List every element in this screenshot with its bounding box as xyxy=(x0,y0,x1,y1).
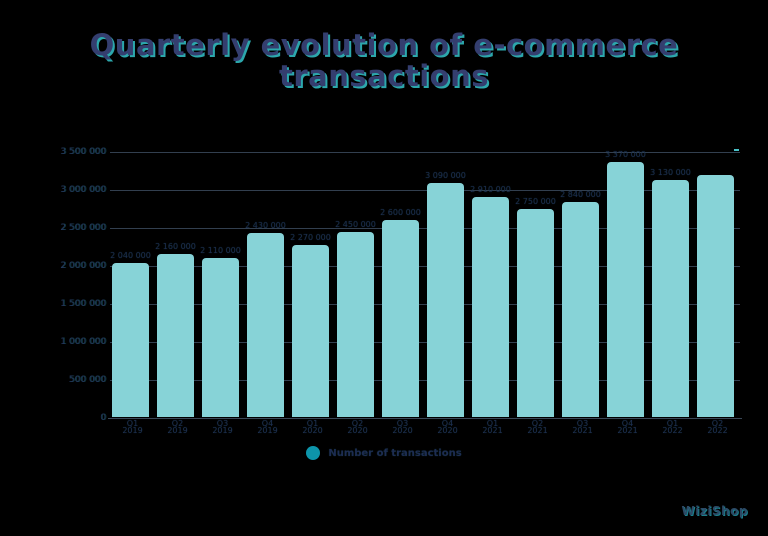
gridline xyxy=(110,380,740,381)
bar-q4-2021[interactable] xyxy=(607,161,644,417)
x-axis-tick-label: Q3 2019 xyxy=(212,419,233,435)
x-axis-tick-label: Q3 2021 xyxy=(572,419,593,435)
bar-value-label: 2 450 000 xyxy=(335,219,376,229)
bar-value-label: 2 040 000 xyxy=(110,250,151,260)
bar-value-label: 2 840 000 xyxy=(560,190,601,200)
y-axis-tick-label: 3 000 000 xyxy=(60,185,106,195)
gridline xyxy=(110,266,740,267)
bar-q2-2019[interactable] xyxy=(157,253,194,417)
bar-q4-2019[interactable] xyxy=(247,233,284,417)
x-axis-tick-label: Q4 2020 xyxy=(437,419,458,435)
bar-q2-2020[interactable] xyxy=(337,231,374,417)
x-axis-tick-label: Q2 2021 xyxy=(527,419,548,435)
x-axis-tick-label: Q3 2020 xyxy=(392,419,413,435)
bar-q1-2020[interactable] xyxy=(292,245,329,417)
x-axis-tick-label: Q1 2022 xyxy=(662,419,683,435)
bar-value-label: 2 110 000 xyxy=(200,245,241,255)
legend[interactable]: Number of transactions xyxy=(0,446,768,460)
y-axis-tick-label: 2 500 000 xyxy=(60,223,106,233)
y-axis-tick-label: 3 500 000 xyxy=(60,147,106,157)
chart-title-line2: transactions xyxy=(278,59,490,93)
bar-q1-2022[interactable] xyxy=(652,180,689,417)
x-axis-tick-label: Q4 2021 xyxy=(617,419,638,435)
x-axis-line xyxy=(108,418,742,419)
bar-q4-2020[interactable] xyxy=(427,183,464,417)
y-axis-tick-label: 0 xyxy=(100,413,106,423)
bar-value-label: 2 750 000 xyxy=(515,197,556,206)
bar-value-label: 2 430 000 xyxy=(245,221,286,231)
bar-q3-2020[interactable] xyxy=(382,220,419,417)
x-axis-tick-label: Q4 2019 xyxy=(257,419,278,435)
x-axis-tick-label: Q1 2021 xyxy=(482,419,503,435)
legend-marker-icon xyxy=(306,446,321,460)
bar-value-label: 3 090 000 xyxy=(425,171,466,181)
gridline xyxy=(110,304,740,305)
bar-q1-2021[interactable] xyxy=(472,196,509,417)
x-axis-tick-label: Q1 2019 xyxy=(122,419,143,435)
bar-value-label: 3 130 000 xyxy=(650,168,691,178)
y-axis-tick-label: 1 000 000 xyxy=(60,337,106,347)
bar-q3-2019[interactable] xyxy=(202,257,239,417)
legend-label: Number of transactions xyxy=(328,447,462,459)
chart-title: Quarterly evolution of e-commerce transa… xyxy=(0,30,768,92)
y-axis-tick-label: 500 000 xyxy=(68,375,106,385)
gridline-end-tick xyxy=(734,149,739,151)
x-axis-tick-label: Q2 2019 xyxy=(167,419,188,435)
bar-q3-2021[interactable] xyxy=(562,202,599,417)
gridline xyxy=(110,190,740,191)
bar-value-label: 2 160 000 xyxy=(155,241,196,251)
y-axis-tick-label: 2 000 000 xyxy=(60,261,106,271)
gridline xyxy=(110,342,740,343)
bar-value-label: 2 910 000 xyxy=(470,184,511,194)
x-axis-tick-label: Q2 2022 xyxy=(707,419,728,435)
bar-value-label: 2 600 000 xyxy=(380,208,421,218)
bar-q2-2022[interactable] xyxy=(697,174,734,417)
bar-value-label: 3 370 000 xyxy=(605,149,646,159)
brand-watermark: WiziShop xyxy=(681,504,748,518)
chart-title-line1: Quarterly evolution of e-commerce xyxy=(89,28,679,62)
y-axis-tick-label: 1 500 000 xyxy=(60,299,106,309)
bar-value-label: 2 270 000 xyxy=(290,233,331,243)
gridline xyxy=(110,228,740,229)
bar-q1-2019[interactable] xyxy=(112,262,149,417)
x-axis-tick-label: Q1 2020 xyxy=(302,419,323,435)
x-axis-tick-label: Q2 2020 xyxy=(347,419,368,435)
bar-q2-2021[interactable] xyxy=(517,209,554,417)
gridline xyxy=(110,152,740,153)
